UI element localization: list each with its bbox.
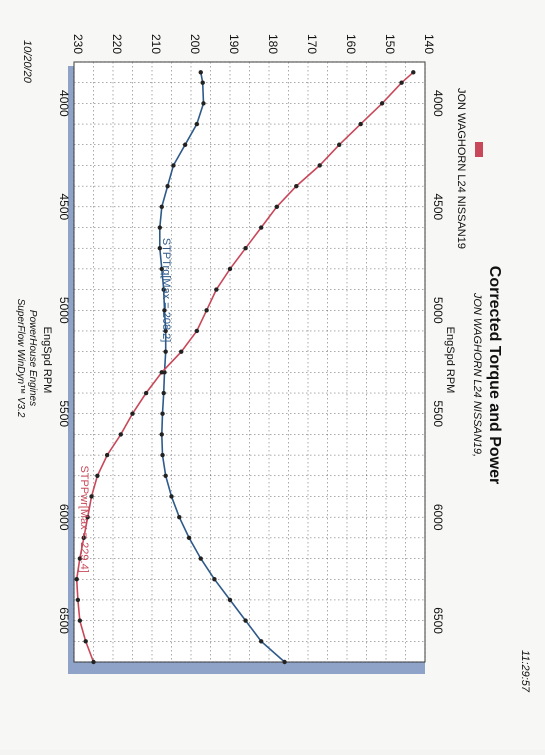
data-point-stppwr: [294, 183, 299, 189]
data-point-stptrq: [194, 121, 200, 127]
print-time: 11:29:57: [519, 650, 531, 693]
data-point-stppwr: [77, 556, 83, 561]
data-point-stptrq: [243, 618, 248, 623]
series-line-stptrq: [159, 72, 286, 663]
data-point-stppwr: [74, 577, 79, 582]
data-point-stppwr: [337, 142, 342, 147]
rpm-tick-label-left: 4500: [57, 193, 71, 220]
data-point-stppwr: [379, 101, 385, 106]
data-point-stppwr: [227, 266, 233, 272]
data-point-stptrq: [282, 659, 287, 665]
grid-lines: [73, 61, 426, 663]
data-point-stppwr: [317, 163, 322, 168]
power-max-annotation: STPPwr[Max = 229.4]: [78, 465, 90, 572]
chart-subtitle: JON WAGHORN L24 NISSAN19,: [471, 292, 483, 457]
data-point-stppwr: [81, 535, 86, 541]
data-point-stppwr: [75, 597, 81, 603]
rpm-tick-label-right: 5000: [431, 297, 445, 324]
rpm-tick-label-left: 6000: [57, 504, 71, 531]
data-point-stppwr: [159, 370, 164, 375]
data-point-stptrq: [159, 266, 164, 272]
legend-label: JON WAGHORN L24 NISSAN19: [455, 88, 467, 249]
data-point-stptrq: [169, 494, 174, 499]
data-point-stptrq: [227, 597, 233, 603]
data-point-stppwr: [399, 80, 404, 85]
footer-company: PowerHouse Engines: [27, 310, 38, 406]
data-point-stptrq: [163, 349, 168, 354]
data-point-stptrq: [198, 70, 203, 75]
value-tick-label: 230: [71, 34, 85, 54]
data-point-stptrq: [182, 142, 188, 147]
rpm-tick-label-left: 6500: [57, 607, 71, 634]
value-tick-label: 140: [422, 34, 436, 54]
rpm-tick-label-right: 6500: [431, 607, 445, 634]
value-tick-label: 150: [383, 34, 397, 54]
data-point-stptrq: [160, 411, 165, 416]
data-point-stppwr: [85, 514, 90, 520]
data-point-stppwr: [194, 328, 200, 334]
rpm-tick-label-right: 5500: [431, 400, 445, 427]
data-point-stppwr: [95, 473, 100, 478]
value-tick-label: 200: [188, 34, 202, 54]
rpm-tick-label-right: 6000: [431, 504, 445, 531]
data-point-stptrq: [161, 390, 166, 396]
rpm-tick-label-left: 5500: [57, 400, 71, 427]
value-tick-label: 180: [266, 34, 280, 54]
data-point-stptrq: [177, 514, 182, 520]
data-point-stptrq: [200, 80, 205, 85]
print-date: 10/20/20: [21, 40, 33, 84]
data-point-stptrq: [165, 183, 170, 189]
rpm-tick-label-left: 4000: [57, 90, 71, 117]
chart-title: Corrected Torque and Power: [486, 266, 503, 484]
data-point-stppwr: [243, 246, 248, 251]
value-tick-label: 190: [227, 34, 241, 54]
data-point-stptrq: [159, 432, 164, 437]
data-point-stptrq: [163, 473, 168, 478]
data-point-stppwr: [274, 204, 279, 210]
data-point-stppwr: [83, 639, 88, 644]
data-point-stptrq: [163, 328, 168, 334]
data-point-stptrq: [171, 163, 176, 168]
data-point-stptrq: [198, 556, 203, 561]
data-point-stppwr: [179, 349, 184, 354]
data-point-stptrq: [157, 246, 162, 251]
rpm-tick-label-right: 4000: [431, 90, 445, 117]
x-axis-label-right: EngSpd RPM: [444, 327, 456, 394]
data-point-stppwr: [411, 70, 416, 75]
data-point-stptrq: [212, 577, 217, 582]
data-point-stppwr: [130, 411, 135, 416]
data-point-stppwr: [104, 452, 110, 458]
data-point-stppwr: [89, 494, 94, 499]
data-point-stppwr: [143, 390, 149, 396]
data-point-stptrq: [157, 225, 162, 230]
data-point-stppwr: [358, 121, 363, 127]
rpm-tick-label-right: 4500: [431, 193, 445, 220]
data-point-stppwr: [204, 308, 209, 313]
value-tick-label: 220: [110, 34, 124, 54]
legend-swatch: [475, 142, 483, 157]
data-point-stptrq: [162, 308, 167, 313]
footer-software: SuperFlow WinDyn™ V3.2: [15, 299, 26, 418]
data-point-stptrq: [160, 452, 165, 458]
x-axis-label-left: EngSpd RPM: [41, 327, 53, 394]
data-point-stptrq: [186, 535, 192, 541]
data-point-stppwr: [214, 287, 219, 292]
data-point-stppwr: [91, 659, 96, 665]
data-point-stptrq: [161, 287, 166, 292]
series-line-stppwr: [75, 71, 414, 663]
value-tick-label: 160: [344, 34, 358, 54]
data-point-stptrq: [259, 639, 264, 644]
torque-max-annotation: STPTrq[Max = 208.2]: [160, 238, 172, 342]
value-tick-label: 210: [149, 34, 163, 54]
data-point-stppwr: [259, 225, 264, 230]
data-point-stptrq: [201, 101, 206, 106]
data-point-stppwr: [118, 432, 124, 437]
value-tick-label: 170: [305, 34, 319, 54]
data-point-stptrq: [159, 204, 164, 210]
data-point-stppwr: [77, 618, 83, 623]
rpm-tick-label-left: 5000: [57, 297, 71, 324]
